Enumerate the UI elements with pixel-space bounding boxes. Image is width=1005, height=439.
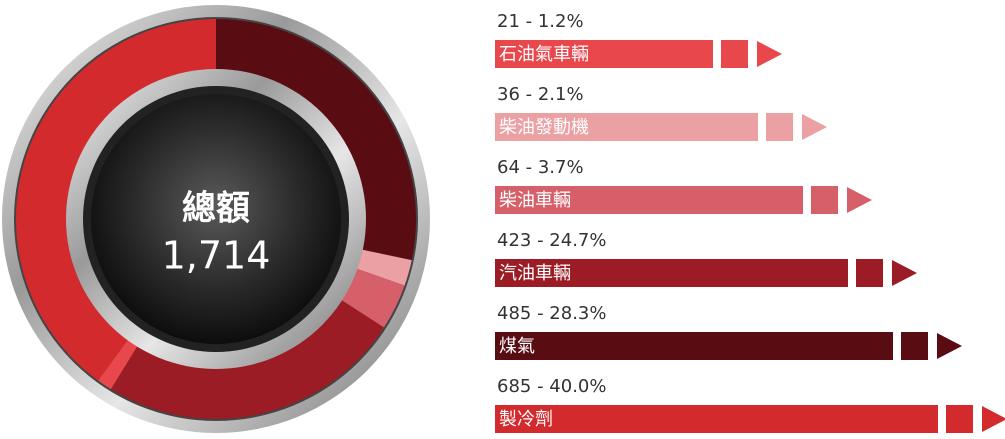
legend-bar xyxy=(495,332,893,360)
legend-label: 煤氣 xyxy=(499,336,535,357)
chart: 總額 1,714 485 - 28.3% 煤氣 36 - 2.1% 柴油發動機 64 -… xyxy=(0,0,1005,439)
value-label: 685 - 40.0% xyxy=(497,376,606,397)
legend-label: 柴油車輛 xyxy=(499,190,571,211)
value-label: 64 - 3.7% xyxy=(497,157,584,178)
legend-label: 汽油車輛 xyxy=(499,263,571,284)
legend-arrow xyxy=(757,41,782,67)
legend-square xyxy=(721,40,748,68)
legend-square xyxy=(856,259,883,287)
legend-arrow xyxy=(937,333,962,359)
center-label: 總額 xyxy=(182,189,250,229)
legend-arrow xyxy=(982,406,1005,432)
value-label: 21 - 1.2% xyxy=(497,11,584,32)
legend-label: 石油氣車輛 xyxy=(499,44,589,65)
value-label: 36 - 2.1% xyxy=(497,84,584,105)
legend-arrow xyxy=(847,187,872,213)
legend-square xyxy=(946,405,973,433)
total: 1,714 xyxy=(162,234,271,278)
value-label: 485 - 28.3% xyxy=(497,303,606,324)
legend-bar xyxy=(495,405,938,433)
legend-label: 製冷劑 xyxy=(499,409,553,430)
legend-arrow xyxy=(802,114,827,140)
legend-label: 柴油發動機 xyxy=(499,117,589,138)
legend-square xyxy=(901,332,928,360)
legend-square xyxy=(811,186,838,214)
legend-square xyxy=(766,113,793,141)
value-label: 423 - 24.7% xyxy=(497,230,606,251)
legend-arrow xyxy=(892,260,917,286)
